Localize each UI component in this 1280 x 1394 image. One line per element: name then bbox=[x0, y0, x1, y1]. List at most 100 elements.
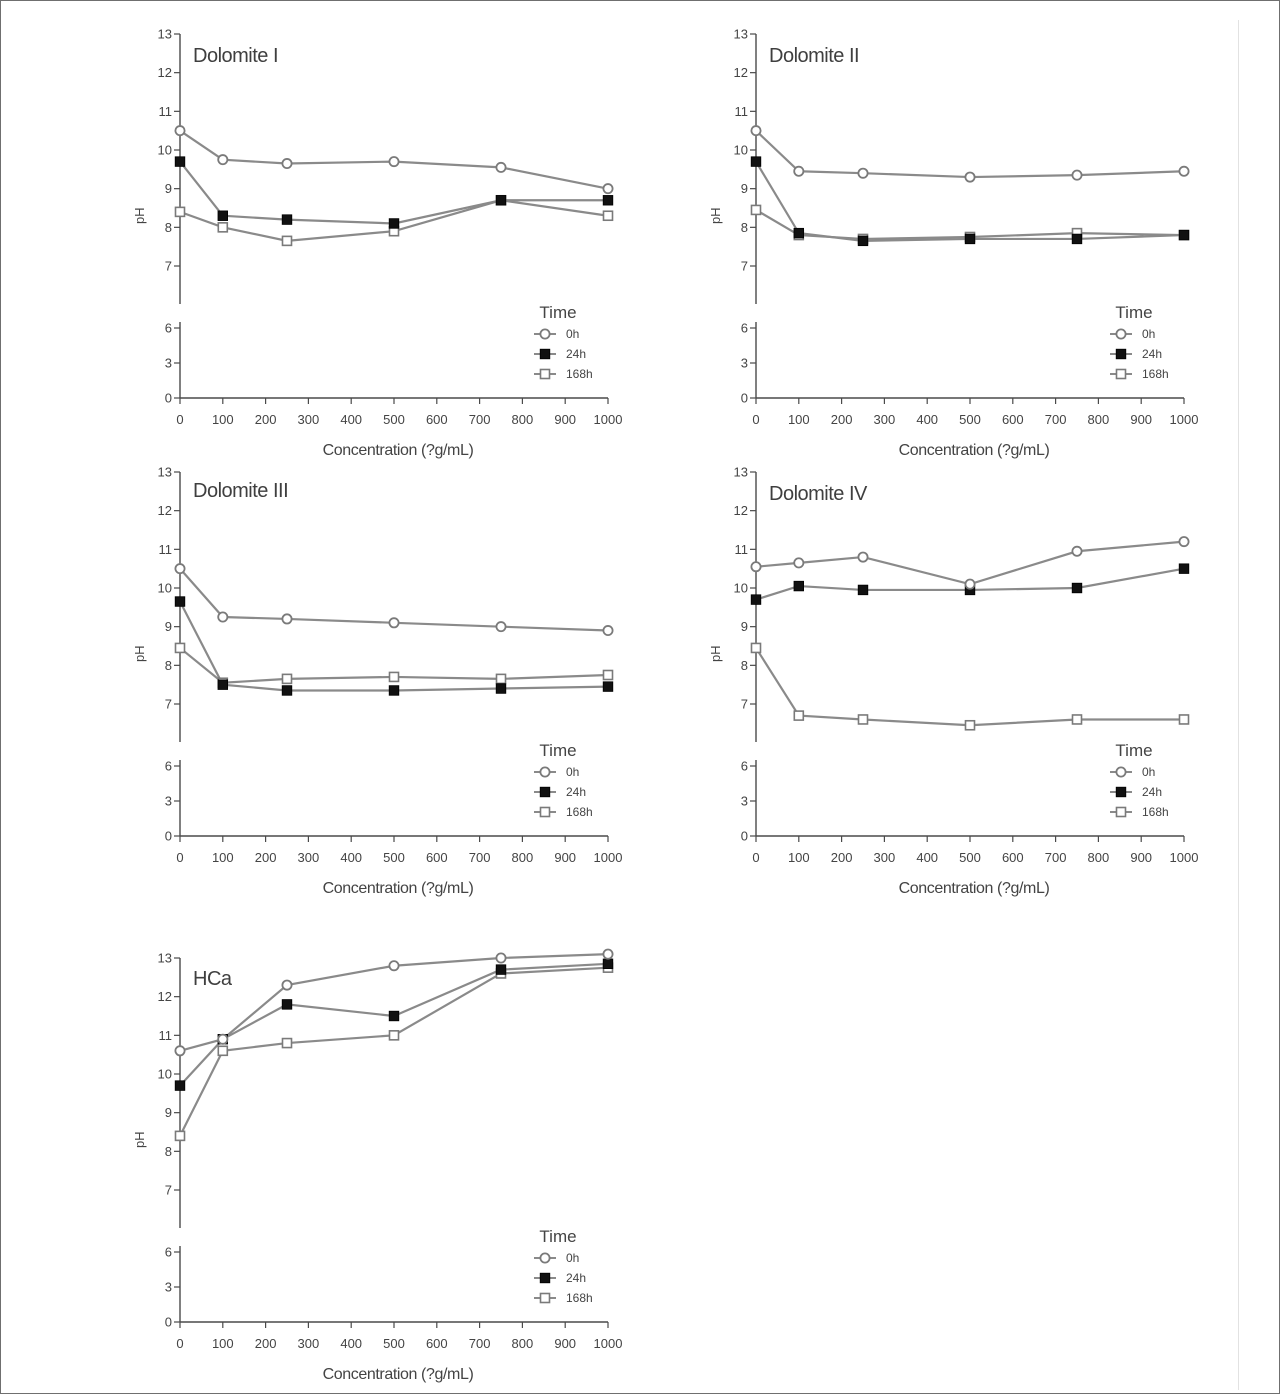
point-0h bbox=[857, 551, 869, 563]
y-tick-label: 13 bbox=[158, 27, 172, 42]
x-tick-label: 700 bbox=[469, 412, 491, 427]
legend-marker-0h bbox=[539, 766, 551, 778]
x-tick-label: 200 bbox=[255, 1336, 277, 1351]
point-0h bbox=[1071, 545, 1083, 557]
legend-title: Time bbox=[539, 303, 576, 322]
x-tick-label: 700 bbox=[469, 850, 491, 865]
series-line-168h bbox=[179, 199, 609, 242]
y-tick-label: 13 bbox=[734, 465, 748, 480]
x-axis-label: Concentration (?g/mL) bbox=[323, 1366, 474, 1383]
series-line-24h bbox=[179, 160, 608, 225]
x-tick-label: 800 bbox=[512, 1336, 534, 1351]
chart-panel-4: 7 8 9 10 11 12 13 0 3 6 0 100 200 300 400 500 600 700 800 9… bbox=[708, 465, 1198, 898]
series-line-24h bbox=[179, 962, 609, 1087]
legend-marker-168h bbox=[1115, 806, 1127, 818]
y-tick-label: 8 bbox=[165, 1144, 172, 1159]
x-tick-label: 300 bbox=[298, 850, 320, 865]
point-168h bbox=[495, 673, 507, 685]
y-tick-label: 13 bbox=[158, 951, 172, 966]
point-168h bbox=[174, 1130, 186, 1142]
point-0h bbox=[281, 613, 293, 625]
legend-label-168h: 168h bbox=[1142, 367, 1169, 381]
chart-panel-1: 7 8 9 10 11 12 13 0 3 6 0 100 200 300 400 500 600 700 800 9… bbox=[132, 27, 622, 460]
series-line-0h bbox=[755, 540, 1185, 586]
x-tick-label: 0 bbox=[176, 412, 183, 427]
point-24h bbox=[174, 156, 186, 167]
x-tick-label: 500 bbox=[383, 412, 405, 427]
y-tick-label: 10 bbox=[158, 1067, 172, 1082]
point-168h bbox=[602, 669, 614, 681]
x-axis-label: Concentration (?g/mL) bbox=[899, 880, 1050, 897]
point-24h bbox=[217, 679, 229, 690]
series-line-0h bbox=[179, 953, 609, 1052]
y-tick-label: 3 bbox=[165, 794, 172, 809]
x-tick-label: 400 bbox=[340, 1336, 362, 1351]
point-168h bbox=[964, 719, 976, 731]
x-tick-label: 0 bbox=[176, 850, 183, 865]
y-tick-label: 6 bbox=[741, 321, 748, 336]
series-line-0h bbox=[755, 129, 1185, 179]
x-tick-label: 500 bbox=[959, 850, 981, 865]
legend-label-24h: 24h bbox=[1142, 347, 1162, 361]
legend-label-24h: 24h bbox=[566, 347, 586, 361]
x-tick-label: 1000 bbox=[594, 850, 623, 865]
chart-title: Dolomite I bbox=[193, 45, 278, 67]
y-tick-label: 13 bbox=[158, 465, 172, 480]
legend-label-0h: 0h bbox=[1142, 327, 1155, 341]
point-24h bbox=[281, 214, 293, 225]
series-line-0h bbox=[179, 129, 609, 190]
point-24h bbox=[750, 156, 762, 167]
point-0h bbox=[174, 1045, 186, 1057]
x-tick-label: 800 bbox=[1088, 412, 1110, 427]
point-0h bbox=[281, 158, 293, 170]
x-tick-label: 200 bbox=[831, 850, 853, 865]
y-tick-label: 12 bbox=[734, 65, 748, 80]
y-tick-label: 9 bbox=[741, 181, 748, 196]
x-tick-label: 300 bbox=[298, 1336, 320, 1351]
x-tick-label: 200 bbox=[255, 412, 277, 427]
y-tick-label: 8 bbox=[741, 220, 748, 235]
x-tick-label: 300 bbox=[298, 412, 320, 427]
x-tick-label: 900 bbox=[1130, 412, 1152, 427]
page-edge-line bbox=[1238, 20, 1239, 1390]
point-0h bbox=[388, 156, 400, 168]
legend-label-168h: 168h bbox=[566, 1291, 593, 1305]
point-24h bbox=[1071, 233, 1083, 245]
legend-marker-168h bbox=[539, 806, 551, 818]
point-0h bbox=[1178, 536, 1190, 548]
point-24h bbox=[750, 594, 762, 605]
y-axis-label: pH bbox=[132, 207, 147, 224]
legend-marker-24h bbox=[1115, 348, 1127, 360]
chart-panel-3: 7 8 9 10 11 12 13 0 3 6 0 100 200 300 400 500 600 700 800 9… bbox=[132, 465, 622, 898]
point-0h bbox=[793, 165, 805, 177]
x-tick-label: 100 bbox=[212, 850, 234, 865]
point-168h bbox=[217, 1045, 229, 1057]
x-tick-label: 500 bbox=[383, 1336, 405, 1351]
x-tick-label: 0 bbox=[752, 850, 759, 865]
y-tick-label: 3 bbox=[741, 356, 748, 371]
y-tick-label: 6 bbox=[165, 1245, 172, 1260]
x-tick-label: 1000 bbox=[1170, 850, 1199, 865]
x-tick-label: 0 bbox=[752, 412, 759, 427]
y-tick-label: 3 bbox=[165, 356, 172, 371]
point-24h bbox=[964, 233, 976, 245]
point-0h bbox=[174, 563, 186, 575]
legend: Time 0h 24h 168h bbox=[1110, 303, 1169, 381]
y-tick-label: 7 bbox=[741, 259, 748, 274]
legend-label-168h: 168h bbox=[566, 805, 593, 819]
chart-title: Dolomite III bbox=[193, 480, 288, 502]
point-0h bbox=[964, 578, 976, 590]
point-168h bbox=[281, 235, 293, 247]
point-168h bbox=[750, 642, 762, 654]
series-line-24h bbox=[179, 601, 609, 692]
point-24h bbox=[495, 964, 507, 975]
point-0h bbox=[495, 621, 507, 633]
y-tick-label: 0 bbox=[165, 1315, 172, 1330]
y-tick-label: 10 bbox=[158, 143, 172, 158]
y-tick-label: 0 bbox=[165, 391, 172, 406]
point-168h bbox=[217, 222, 229, 233]
chart-title: Dolomite II bbox=[769, 45, 859, 67]
legend-marker-24h bbox=[539, 348, 551, 360]
point-24h bbox=[1178, 563, 1190, 574]
legend: Time 0h 24h 168h bbox=[534, 1227, 593, 1305]
